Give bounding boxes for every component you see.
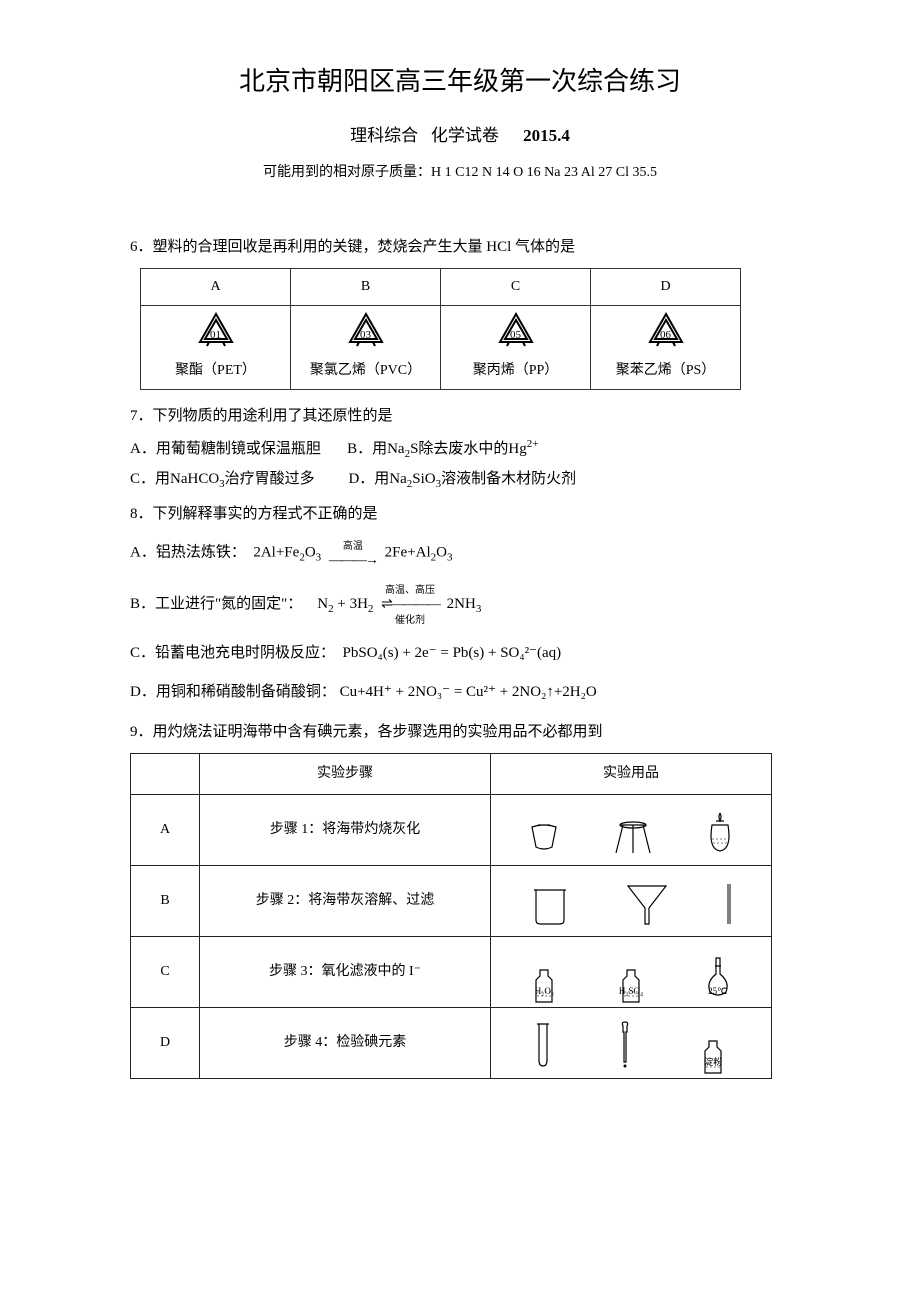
q9-a-step: 步骤 1：将海带灼烧灰化 — [200, 795, 491, 866]
q7-row1: A．用葡萄糖制镜或保温瓶胆 B．用Na2S除去废水中的Hg2+ — [130, 437, 790, 463]
q6-col-d: D — [591, 269, 741, 306]
q8-a: A．铝热法炼铁： 2Al+Fe2O3 高温———→ 2Fe+Al2O3 — [130, 538, 790, 568]
q6-cell-d: 06 聚苯乙烯（PS） — [591, 306, 741, 390]
tripod-icon — [610, 813, 656, 857]
q7-row2: C．用NaHCO3治疗胃酸过多 D．用Na2SiO3溶液制备木材防火剂 — [130, 467, 790, 493]
q7-c: C．用NaHCO3治疗胃酸过多 — [130, 471, 315, 487]
q8-d: D．用铜和稀硝酸制备硝酸铜： Cu+4H⁺ + 2NO₃⁻ = Cu²⁺ + 2… — [130, 680, 790, 706]
q7-stem: 7．下列物质的用途利用了其还原性的是 — [130, 404, 790, 430]
q6-col-b: B — [291, 269, 441, 306]
crucible-icon — [524, 817, 564, 857]
q7-b: B．用Na2S除去废水中的Hg2+ — [347, 441, 538, 457]
reagent-bottle-icon: H₂SO₄ — [615, 966, 647, 999]
question-6: 6．塑料的合理回收是再利用的关键，焚烧会产生大量 HCl 气体的是 A B C … — [130, 235, 790, 390]
q6-label-c: 聚丙烯（PP） — [473, 363, 559, 378]
q7-d: D．用Na2SiO3溶液制备木材防火剂 — [348, 471, 576, 487]
q6-cell-c: 05 聚丙烯（PP） — [441, 306, 591, 390]
date-label: 2015.4 — [523, 126, 570, 145]
recycle-icon: 06 — [644, 312, 688, 350]
dropper-icon — [616, 1020, 634, 1070]
q9-d-equip: 淀粉 — [491, 1008, 772, 1079]
page-subtitle: 理科综合 化学试卷 2015.4 — [130, 122, 790, 151]
funnel-icon — [622, 880, 672, 928]
alcohol-lamp-icon — [702, 809, 738, 857]
q8-c: C．铅蓄电池充电时阴极反应： PbSO₄(s) + 2e⁻ = Pb(s) + … — [130, 641, 790, 667]
question-9: 9．用灼烧法证明海带中含有碘元素，各步骤选用的实验用品不必都用到 实验步骤 实验… — [130, 720, 790, 1079]
q9-stem: 9．用灼烧法证明海带中含有碘元素，各步骤选用的实验用品不必都用到 — [130, 720, 790, 746]
q9-b-step: 步骤 2：将海带灰溶解、过滤 — [200, 866, 491, 937]
q9-c-step: 步骤 3：氧化滤液中的 I⁻ — [200, 937, 491, 1008]
q7-a: A．用葡萄糖制镜或保温瓶胆 — [130, 441, 321, 457]
q9-c-equip: H₂O₂ H₂SO₄ 25℃ — [491, 937, 772, 1008]
glass-rod-icon — [722, 880, 736, 928]
q9-a-letter: A — [131, 795, 200, 866]
q9-d-letter: D — [131, 1008, 200, 1079]
test-tube-icon — [533, 1020, 553, 1070]
q9-hdr-step: 实验步骤 — [200, 754, 491, 795]
q9-d-step: 步骤 4：检验碘元素 — [200, 1008, 491, 1079]
q8-stem: 8．下列解释事实的方程式不正确的是 — [130, 502, 790, 528]
q6-col-a: A — [141, 269, 291, 306]
q6-cell-a: 01 聚酯（PET） — [141, 306, 291, 390]
q9-hdr-blank — [131, 754, 200, 795]
page-title: 北京市朝阳区高三年级第一次综合练习 — [130, 60, 790, 104]
question-7: 7．下列物质的用途利用了其还原性的是 A．用葡萄糖制镜或保温瓶胆 B．用Na2S… — [130, 404, 790, 493]
question-8: 8．下列解释事实的方程式不正确的是 A．铝热法炼铁： 2Al+Fe2O3 高温—… — [130, 502, 790, 706]
recycle-icon: 01 — [194, 312, 238, 350]
subject-label: 理科综合 — [350, 126, 418, 145]
recycle-icon: 03 — [344, 312, 388, 350]
q6-stem: 6．塑料的合理回收是再利用的关键，焚烧会产生大量 HCl 气体的是 — [130, 235, 790, 261]
reagent-bottle-icon: H₂O₂ — [528, 966, 560, 999]
volumetric-flask-icon: 25℃ — [702, 954, 734, 999]
q6-label-a: 聚酯（PET） — [175, 363, 256, 378]
beaker-icon — [526, 882, 572, 928]
q6-col-c: C — [441, 269, 591, 306]
paper-label: 化学试卷 — [431, 126, 499, 145]
q6-cell-b: 03 聚氯乙烯（PVC） — [291, 306, 441, 390]
recycle-icon: 05 — [494, 312, 538, 350]
atomic-mass-line: 可能用到的相对原子质量：H 1 C12 N 14 O 16 Na 23 Al 2… — [130, 161, 790, 185]
q9-b-letter: B — [131, 866, 200, 937]
q9-hdr-eq: 实验用品 — [491, 754, 772, 795]
reagent-bottle-icon: 淀粉 — [697, 1037, 729, 1070]
q9-table: 实验步骤 实验用品 A 步骤 1：将海带灼烧灰化 B 步骤 2：将海带灰溶解、过… — [130, 753, 772, 1079]
q6-label-d: 聚苯乙烯（PS） — [616, 363, 716, 378]
q6-options-table: A B C D 01 聚酯（PET） 03 聚氯乙烯（PVC） — [140, 268, 741, 389]
q9-c-letter: C — [131, 937, 200, 1008]
q9-b-equip — [491, 866, 772, 937]
q6-label-b: 聚氯乙烯（PVC） — [310, 363, 421, 378]
q9-a-equip — [491, 795, 772, 866]
q8-b: B．工业进行"氮的固定"： N2 + 3H2 高温、高压 ⇌———— 催化剂 2… — [130, 582, 790, 627]
